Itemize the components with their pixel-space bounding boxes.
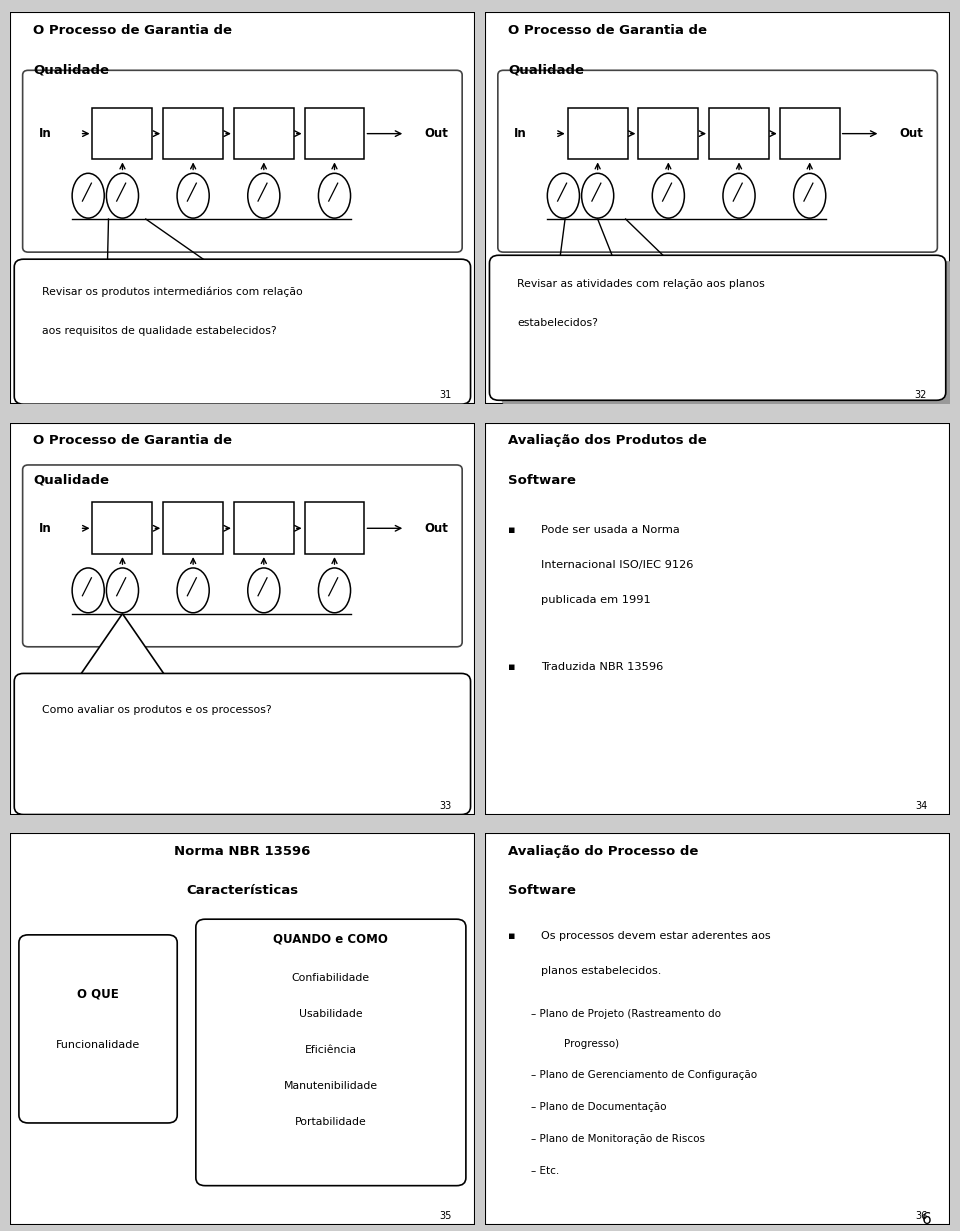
FancyBboxPatch shape xyxy=(14,260,470,404)
Text: 6: 6 xyxy=(922,1213,931,1227)
Text: Os processos devem estar aderentes aos: Os processos devem estar aderentes aos xyxy=(540,931,770,940)
Ellipse shape xyxy=(723,174,756,218)
Text: Traduzida NBR 13596: Traduzida NBR 13596 xyxy=(540,662,663,672)
Text: Pode ser usada a Norma: Pode ser usada a Norma xyxy=(540,524,680,534)
Text: aos requisitos de qualidade estabelecidos?: aos requisitos de qualidade estabelecido… xyxy=(42,326,276,336)
Ellipse shape xyxy=(107,174,138,218)
Text: Portabilidade: Portabilidade xyxy=(295,1118,367,1128)
FancyBboxPatch shape xyxy=(163,502,223,554)
Ellipse shape xyxy=(72,567,105,613)
Text: Características: Características xyxy=(186,884,299,897)
Text: 33: 33 xyxy=(440,800,452,810)
Text: Eficiência: Eficiência xyxy=(305,1045,357,1055)
Text: Qualidade: Qualidade xyxy=(33,474,108,486)
Text: Out: Out xyxy=(900,127,924,140)
Text: Software: Software xyxy=(508,884,576,897)
Ellipse shape xyxy=(794,174,826,218)
Text: planos estabelecidos.: planos estabelecidos. xyxy=(540,966,661,976)
Text: In: In xyxy=(38,127,51,140)
FancyBboxPatch shape xyxy=(10,833,475,1225)
Ellipse shape xyxy=(107,567,138,613)
Ellipse shape xyxy=(72,174,105,218)
FancyBboxPatch shape xyxy=(567,108,628,160)
Text: Funcionalidade: Funcionalidade xyxy=(56,1040,140,1050)
FancyBboxPatch shape xyxy=(163,108,223,160)
FancyBboxPatch shape xyxy=(10,12,475,404)
Text: Progresso): Progresso) xyxy=(564,1039,619,1049)
Text: estabelecidos?: estabelecidos? xyxy=(517,318,598,327)
Text: Out: Out xyxy=(424,127,448,140)
FancyBboxPatch shape xyxy=(92,502,153,554)
Ellipse shape xyxy=(582,174,613,218)
Text: Como avaliar os produtos e os processos?: Como avaliar os produtos e os processos? xyxy=(42,705,272,715)
Text: 32: 32 xyxy=(915,390,927,400)
Ellipse shape xyxy=(177,174,209,218)
Text: 31: 31 xyxy=(440,390,452,400)
Ellipse shape xyxy=(177,567,209,613)
Text: Manutenibilidade: Manutenibilidade xyxy=(284,1081,378,1091)
Text: Confiabilidade: Confiabilidade xyxy=(292,972,370,984)
Text: O Processo de Garantia de: O Processo de Garantia de xyxy=(33,25,232,37)
Text: Qualidade: Qualidade xyxy=(33,63,108,76)
Text: Norma NBR 13596: Norma NBR 13596 xyxy=(174,844,311,858)
FancyBboxPatch shape xyxy=(14,673,470,815)
FancyBboxPatch shape xyxy=(234,502,294,554)
Text: Revisar os produtos intermediários com relação: Revisar os produtos intermediários com r… xyxy=(42,287,303,297)
FancyBboxPatch shape xyxy=(501,261,957,406)
FancyBboxPatch shape xyxy=(304,108,365,160)
FancyBboxPatch shape xyxy=(304,502,365,554)
FancyBboxPatch shape xyxy=(490,255,946,400)
FancyBboxPatch shape xyxy=(485,12,950,404)
Text: – Plano de Gerenciamento de Configuração: – Plano de Gerenciamento de Configuração xyxy=(532,1070,757,1080)
Text: QUANDO e COMO: QUANDO e COMO xyxy=(274,932,388,945)
Polygon shape xyxy=(76,614,169,681)
Text: Qualidade: Qualidade xyxy=(508,63,584,76)
FancyBboxPatch shape xyxy=(485,422,950,815)
Text: Avaliação do Processo de: Avaliação do Processo de xyxy=(508,844,699,858)
Text: 35: 35 xyxy=(440,1211,452,1221)
Text: O Processo de Garantia de: O Processo de Garantia de xyxy=(508,25,708,37)
Text: Internacional ISO/IEC 9126: Internacional ISO/IEC 9126 xyxy=(540,560,693,570)
Text: – Plano de Documentação: – Plano de Documentação xyxy=(532,1102,667,1112)
FancyBboxPatch shape xyxy=(92,108,153,160)
Text: 36: 36 xyxy=(915,1211,927,1221)
Text: Software: Software xyxy=(508,474,576,486)
Text: publicada em 1991: publicada em 1991 xyxy=(540,595,651,606)
FancyBboxPatch shape xyxy=(780,108,840,160)
Ellipse shape xyxy=(248,174,280,218)
Text: ▪: ▪ xyxy=(508,931,516,940)
Text: – Plano de Monitoração de Riscos: – Plano de Monitoração de Riscos xyxy=(532,1134,706,1145)
Text: – Plano de Projeto (Rastreamento do: – Plano de Projeto (Rastreamento do xyxy=(532,1009,721,1019)
FancyBboxPatch shape xyxy=(498,70,937,252)
Ellipse shape xyxy=(547,174,580,218)
Text: Out: Out xyxy=(424,522,448,534)
Ellipse shape xyxy=(319,567,350,613)
Text: Usabilidade: Usabilidade xyxy=(300,1009,363,1019)
Text: O QUE: O QUE xyxy=(77,987,119,1000)
Text: In: In xyxy=(514,127,526,140)
FancyBboxPatch shape xyxy=(23,465,462,646)
Ellipse shape xyxy=(652,174,684,218)
FancyBboxPatch shape xyxy=(23,70,462,252)
Ellipse shape xyxy=(248,567,280,613)
FancyBboxPatch shape xyxy=(196,920,466,1185)
Text: O Processo de Garantia de: O Processo de Garantia de xyxy=(33,435,232,447)
FancyBboxPatch shape xyxy=(709,108,769,160)
FancyBboxPatch shape xyxy=(485,833,950,1225)
FancyBboxPatch shape xyxy=(638,108,698,160)
Text: – Etc.: – Etc. xyxy=(532,1167,560,1177)
Text: In: In xyxy=(38,522,51,534)
FancyBboxPatch shape xyxy=(19,934,178,1123)
Text: Avaliação dos Produtos de: Avaliação dos Produtos de xyxy=(508,435,707,447)
Text: 34: 34 xyxy=(915,800,927,810)
Text: ▪: ▪ xyxy=(508,662,516,672)
Text: Revisar as atividades com relação aos planos: Revisar as atividades com relação aos pl… xyxy=(517,278,765,289)
Text: ▪: ▪ xyxy=(508,524,516,534)
FancyBboxPatch shape xyxy=(234,108,294,160)
FancyBboxPatch shape xyxy=(10,422,475,815)
Ellipse shape xyxy=(319,174,350,218)
